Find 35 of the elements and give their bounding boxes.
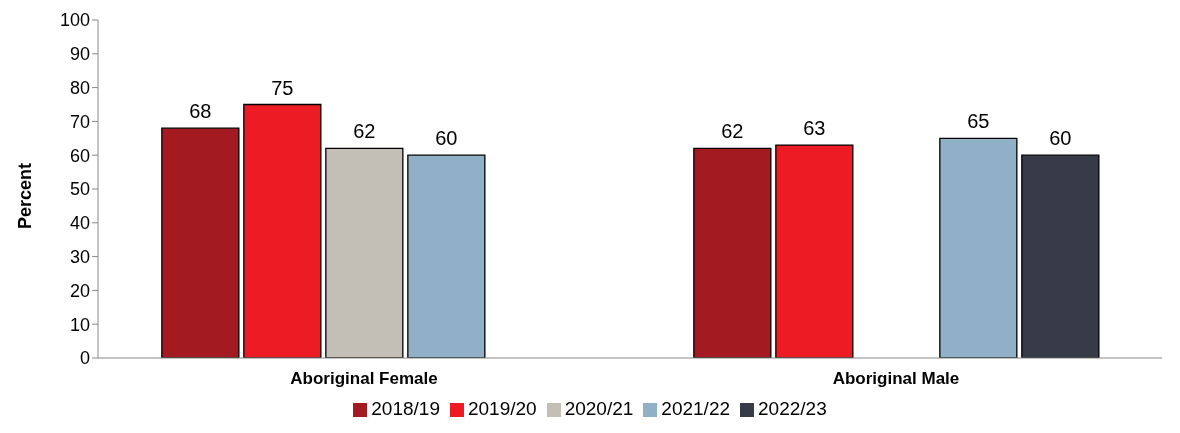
legend-label: 2020/21	[564, 398, 634, 419]
bar	[693, 147, 772, 358]
data-label: 62	[353, 120, 376, 143]
y-tick-label: 40	[69, 213, 90, 234]
y-tick-label: 70	[69, 111, 90, 132]
data-label: 60	[1049, 127, 1072, 150]
y-tick-label: 90	[69, 44, 90, 65]
bar	[161, 127, 240, 358]
bar	[1021, 154, 1100, 358]
y-tick-label: 10	[69, 314, 90, 335]
data-label: 62	[721, 120, 744, 143]
data-label: 65	[967, 110, 990, 133]
y-tick-label: 0	[79, 348, 90, 369]
data-label: 68	[189, 100, 212, 123]
y-tick-label: 80	[69, 77, 90, 98]
data-label: 60	[435, 127, 458, 150]
x-tick-label: Aboriginal Male	[832, 369, 960, 389]
legend-label: 2018/19	[371, 398, 440, 419]
legend-label: 2021/22	[661, 398, 731, 419]
y-tick-label: 20	[69, 280, 90, 301]
bar	[325, 147, 404, 358]
y-tick-label: 30	[69, 246, 90, 267]
data-label: 75	[271, 76, 294, 99]
legend-label: 2019/20	[467, 398, 537, 419]
y-tick-label: 50	[69, 179, 90, 200]
bar	[243, 103, 322, 358]
y-tick-label: 60	[69, 145, 90, 166]
y-tick-label: 100	[59, 10, 90, 31]
bar	[939, 137, 1018, 358]
bar	[407, 154, 486, 358]
x-tick-label: Aboriginal Female	[290, 369, 438, 389]
bar	[775, 144, 854, 358]
y-axis-title: Percent	[15, 162, 36, 229]
legend-label: 2022/23	[758, 398, 827, 419]
data-label: 63	[803, 117, 826, 140]
